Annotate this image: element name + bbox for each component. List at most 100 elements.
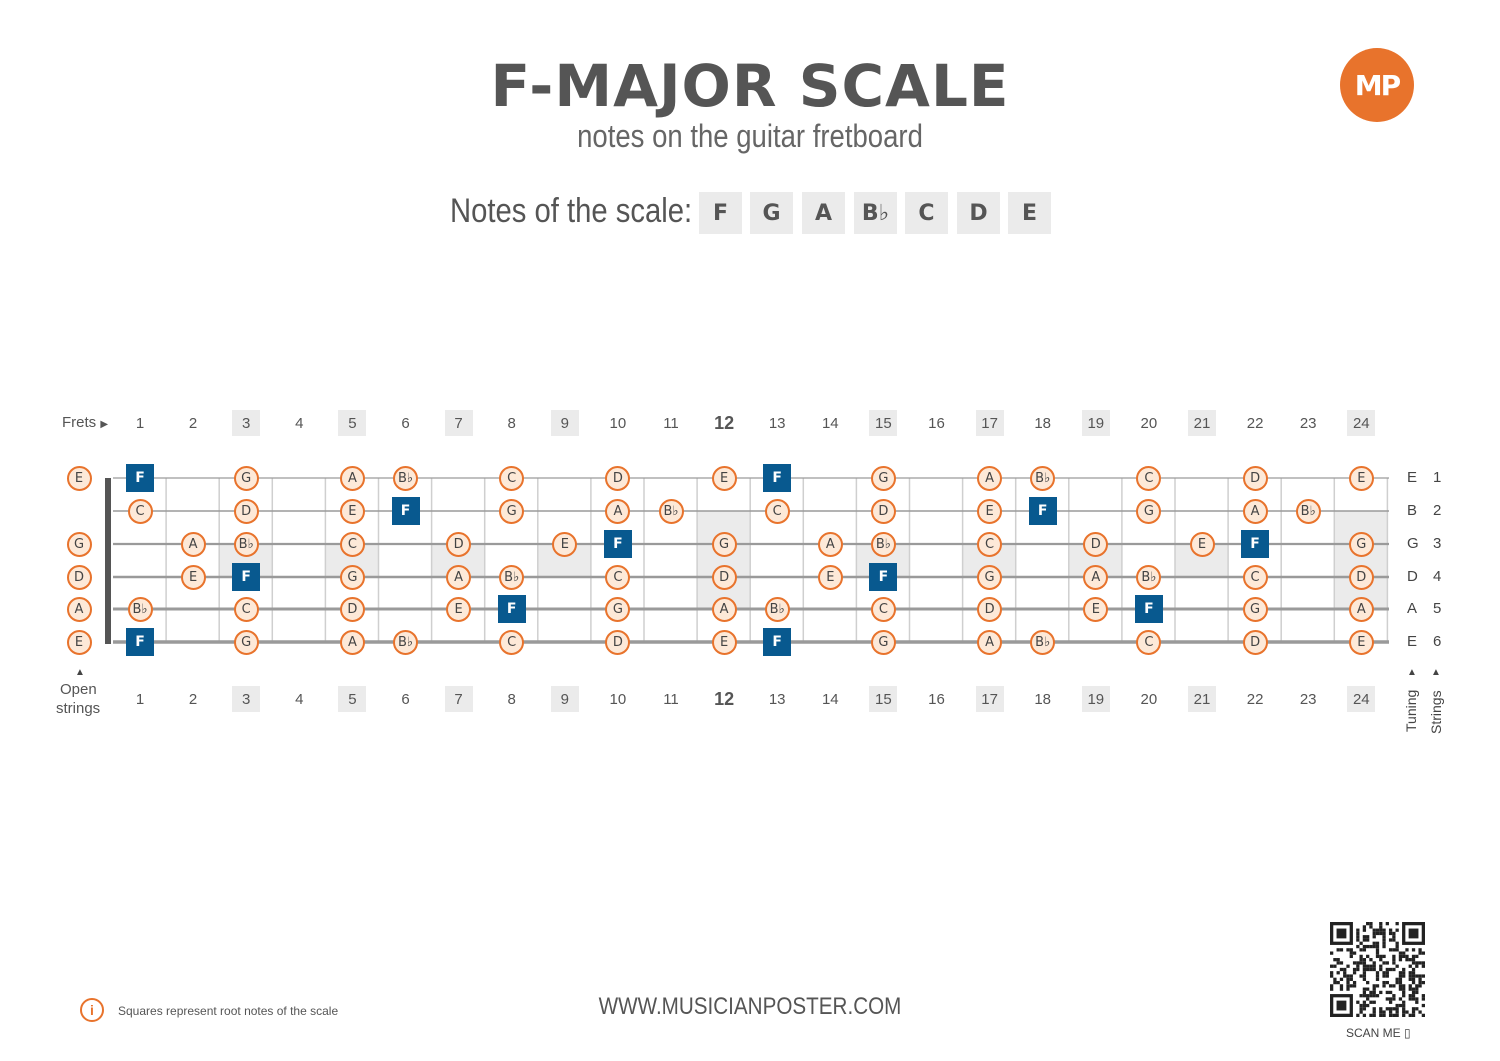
qr-module xyxy=(1415,997,1419,1001)
qr-module xyxy=(1366,935,1370,939)
note-s3-f21: E xyxy=(1189,531,1215,557)
qr-module xyxy=(1339,977,1344,981)
qr-module xyxy=(1343,967,1347,972)
brand-logo[interactable]: MP xyxy=(1340,48,1414,122)
qr-module xyxy=(1408,971,1412,975)
qr-module xyxy=(1359,941,1363,945)
qr-module xyxy=(1418,951,1422,955)
qr-module xyxy=(1333,964,1337,968)
qr-module xyxy=(1418,961,1422,965)
qr-module xyxy=(1359,1007,1363,1011)
note-s6-f6: B♭ xyxy=(393,629,418,655)
qr-module xyxy=(1379,1007,1383,1011)
note-s2-f23: B♭ xyxy=(1295,498,1321,524)
fret-number-top-12: 12 xyxy=(714,412,735,433)
strings-arrow-icon: ▲ xyxy=(1431,667,1441,678)
qr-module xyxy=(1408,958,1412,962)
qr-code[interactable] xyxy=(1330,922,1425,1017)
qr-module xyxy=(1372,1000,1376,1004)
strings-label: Strings xyxy=(1428,690,1444,734)
fret-number-top-9: 9 xyxy=(550,410,579,436)
fret-number-top-7: 7 xyxy=(444,410,473,436)
qr-module xyxy=(1369,944,1373,949)
qr-module xyxy=(1359,974,1363,978)
qr-module xyxy=(1346,977,1350,981)
open-string-note-1: E xyxy=(66,465,92,491)
qr-module xyxy=(1415,984,1419,988)
page-title: F-MAJOR SCALE xyxy=(490,52,1010,120)
fret-number-bottom-6: 6 xyxy=(401,690,410,708)
qr-module xyxy=(1330,964,1334,968)
root-note-s1-f13: F xyxy=(763,464,792,492)
qr-module xyxy=(1382,941,1386,945)
qr-module xyxy=(1369,967,1373,972)
qr-module xyxy=(1346,964,1350,968)
qr-module xyxy=(1336,971,1340,975)
fret-number-top-13: 13 xyxy=(768,414,786,432)
qr-module xyxy=(1398,977,1403,981)
qr-module xyxy=(1352,967,1357,972)
qr-module xyxy=(1398,997,1403,1001)
qr-module xyxy=(1362,994,1367,998)
note-s5-f15: C xyxy=(870,596,896,622)
qr-module xyxy=(1372,961,1376,965)
qr-module xyxy=(1392,961,1396,965)
qr-module xyxy=(1392,984,1396,988)
string-number-1: 1 xyxy=(1433,469,1442,486)
qr-module xyxy=(1356,1013,1360,1017)
qr-module xyxy=(1382,971,1386,975)
qr-module xyxy=(1385,990,1389,995)
qr-module xyxy=(1372,984,1376,988)
open-string-note-3: G xyxy=(66,531,92,557)
qr-module xyxy=(1385,922,1389,926)
qr-module xyxy=(1379,928,1383,932)
note-s1-f15: G xyxy=(870,465,896,491)
info-text: Squares represent root notes of the scal… xyxy=(118,1004,339,1018)
qr-module xyxy=(1339,987,1344,991)
fret-number-bottom-17: 17 xyxy=(975,686,1004,712)
fret-number-bottom-19: 19 xyxy=(1081,686,1110,712)
tuning-label: Tuning xyxy=(1403,689,1419,732)
qr-module xyxy=(1362,964,1367,968)
qr-module xyxy=(1375,954,1380,959)
qr-module xyxy=(1375,977,1380,981)
note-s5-f22: G xyxy=(1242,596,1268,622)
qr-module xyxy=(1395,1007,1399,1011)
qr-module xyxy=(1379,922,1383,926)
qr-module xyxy=(1415,990,1419,995)
fret-number-top-19: 19 xyxy=(1081,410,1110,436)
open-strings-arrow-icon: ▲ xyxy=(75,667,85,678)
qr-module xyxy=(1336,980,1340,985)
qr-module xyxy=(1411,987,1416,991)
qr-module xyxy=(1375,948,1380,952)
qr-module xyxy=(1388,984,1393,988)
qr-module xyxy=(1362,977,1367,981)
qr-module xyxy=(1392,938,1396,942)
website-link[interactable]: WWW.MUSICIANPOSTER.COM xyxy=(598,993,902,1020)
qr-module xyxy=(1392,1007,1396,1011)
qr-module xyxy=(1421,961,1425,965)
qr-module xyxy=(1362,1000,1367,1004)
qr-module xyxy=(1366,980,1370,985)
note-s6-f3: G xyxy=(233,629,259,655)
open-string-note-6: E xyxy=(66,629,92,655)
scale-note-2: G xyxy=(750,192,793,234)
root-note-s3-f22: F xyxy=(1241,530,1270,558)
qr-module xyxy=(1356,967,1360,972)
qr-module xyxy=(1418,980,1422,985)
qr-module xyxy=(1395,948,1399,952)
qr-module xyxy=(1411,990,1416,995)
qr-module xyxy=(1382,1013,1386,1017)
fret-number-bottom-2: 2 xyxy=(188,690,198,708)
fret-number-top-11: 11 xyxy=(663,414,679,432)
note-s5-f10: G xyxy=(605,596,631,622)
qr-module xyxy=(1372,928,1376,932)
qr-module xyxy=(1385,971,1389,975)
fret-number-bottom-8: 8 xyxy=(507,690,516,708)
qr-module xyxy=(1349,954,1353,959)
root-note-s2-f18: F xyxy=(1028,497,1057,525)
qr-module xyxy=(1359,948,1363,952)
qr-module xyxy=(1395,941,1399,945)
note-s6-f8: C xyxy=(499,629,525,655)
note-s4-f7: A xyxy=(446,564,472,590)
